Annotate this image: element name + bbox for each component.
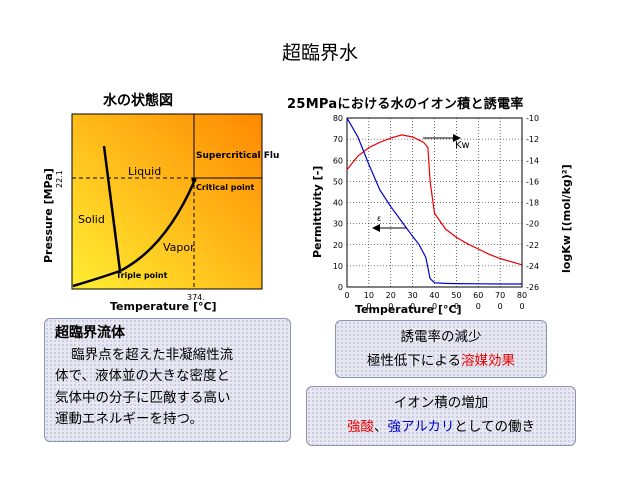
- chart-xlabel: Temperature [°C]: [355, 303, 462, 316]
- label-vapor: Vapor: [163, 241, 195, 254]
- x-tick-label: 30: [408, 291, 418, 300]
- phase-ylabel: Pressure [MPa]: [42, 168, 55, 263]
- y-right-tick-label: -14: [526, 156, 539, 165]
- box-line-1: 臨界点を超えた非凝縮性流: [71, 346, 234, 363]
- kw-arrow-head: [453, 134, 461, 142]
- x-tick-label-2: 0: [410, 302, 415, 311]
- supercritical-fluid-box: 超臨界流体 臨界点を超えた非凝縮性流 体で、液体並の大きな密度と 気体中の分子に…: [44, 318, 291, 442]
- ionic-product-heading: イオン積の増加: [393, 395, 489, 411]
- x-tick-label-2: 0: [432, 302, 437, 311]
- y-left-tick-label: 60: [333, 156, 343, 165]
- solvent-effect: 溶媒効果: [461, 353, 516, 369]
- box-line-2: 体で、液体並の大きな密度と: [55, 368, 230, 384]
- ionic-product-effect: 強酸、強アルカリとしての働き: [307, 415, 575, 439]
- series-permittivity-line: [346, 117, 522, 285]
- x-tick-label: 10: [364, 291, 374, 300]
- phase-xlabel: Temperature [°C]: [110, 300, 217, 313]
- chart-title: 25MPaにおける水のイオン積と誘電率: [287, 97, 524, 112]
- chart-ticks: 0 100200300400500600700800010203040506070…: [333, 114, 539, 311]
- permittivity-effect: 極性低下による溶媒効果: [336, 349, 546, 373]
- chart-ylabel-left: Permittivity [-]: [311, 166, 324, 258]
- separator: 、: [373, 419, 388, 435]
- x-tick-label: 20: [386, 291, 396, 300]
- eps-arrow-head: [372, 224, 380, 232]
- y-right-tick-label: -20: [526, 220, 539, 229]
- pressure-tick: 22.1: [55, 170, 64, 188]
- y-left-tick-label: 40: [333, 199, 343, 208]
- x-tick-label-2: 0: [498, 302, 503, 311]
- x-tick-label: 60: [473, 291, 483, 300]
- melting-curve: [102, 145, 122, 272]
- strong-acid: 強酸: [346, 419, 374, 435]
- label-critical-point: Critical point: [196, 183, 254, 192]
- y-left-tick-label: 10: [333, 262, 343, 271]
- series-kw-line: [346, 134, 523, 266]
- chart-ylabel-right: logKw [(mol/kg)²]: [560, 164, 573, 273]
- chart-series: [346, 117, 523, 285]
- label-solid: Solid: [78, 213, 105, 226]
- y-right-tick-label: -10: [526, 114, 539, 123]
- critical-point-marker: [191, 177, 197, 183]
- phase-diagram-title: 水の状態図: [103, 93, 173, 109]
- kw-annotation: Kw: [455, 140, 470, 151]
- box-line-3: 気体中の分子に匹敵する高い: [55, 389, 231, 406]
- y-right-tick-label: -24: [526, 262, 539, 271]
- permittivity-box: 誘電率の減少 極性低下による溶媒効果: [335, 320, 547, 378]
- y-left-tick-label: 0: [338, 283, 343, 292]
- sublimation-curve: [72, 269, 121, 288]
- box-heading: 超臨界流体: [55, 325, 125, 341]
- y-right-tick-label: -16: [526, 177, 539, 186]
- label-triple-point: Triple point: [116, 271, 168, 280]
- x-tick-label: 40: [429, 291, 439, 300]
- strong-alkali: 強アルカリ: [387, 419, 455, 435]
- label-supercritical: Supercritical Fluid: [196, 151, 280, 161]
- x-tick-label: 80: [517, 291, 527, 300]
- x-tick-label-2: 0: [476, 302, 481, 311]
- x-tick-label-2: 0: [454, 302, 459, 311]
- y-right-tick-label: -22: [526, 241, 539, 250]
- y-right-tick-label: -26: [526, 283, 539, 292]
- page-title: 超臨界水: [281, 42, 358, 64]
- x-tick-label-2: 0: [388, 302, 393, 311]
- x-tick-label-2: 0: [519, 302, 524, 311]
- effect-suffix: としての働き: [454, 419, 536, 435]
- y-left-tick-label: 30: [333, 220, 343, 229]
- phase-plot-area: [71, 113, 263, 290]
- chart-grid: [347, 118, 522, 287]
- x-tick-label-2: 0: [366, 302, 371, 311]
- label-liquid: Liquid: [128, 165, 161, 178]
- x-tick-label: 50: [451, 291, 461, 300]
- y-right-tick-label: -12: [526, 135, 539, 144]
- x-tick-label: 0: [344, 291, 349, 300]
- y-right-tick-label: -18: [526, 199, 539, 208]
- y-left-tick-label: 80: [333, 114, 343, 123]
- ionic-product-permittivity-chart: 0 100200300400500600700800010203040506070…: [311, 114, 573, 316]
- eps-annotation: ε: [377, 214, 381, 223]
- y-left-tick-label: 20: [333, 241, 343, 250]
- vaporization-curve: [119, 181, 196, 273]
- phase-diagram: Liquid Solid Vapor Supercritical Fluid C…: [42, 113, 280, 313]
- box-line-4: 運動エネルギーを持つ。: [55, 411, 203, 427]
- y-left-tick-label: 70: [333, 135, 343, 144]
- ionic-product-box: イオン積の増加 強酸、強アルカリとしての働き: [306, 386, 576, 446]
- effect-prefix: 極性低下による: [366, 353, 462, 369]
- permittivity-heading: 誘電率の減少: [400, 329, 482, 345]
- x-tick-label: 70: [495, 291, 505, 300]
- temperature-tick: 374.: [187, 293, 205, 302]
- y-left-tick-label: 50: [333, 177, 343, 186]
